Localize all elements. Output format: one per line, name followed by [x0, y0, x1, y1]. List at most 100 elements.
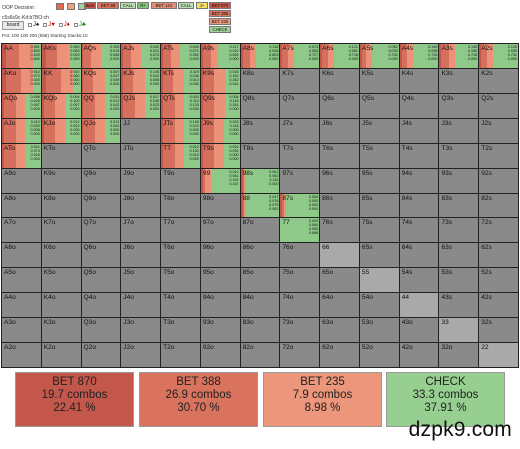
- hand-cell-72o[interactable]: 72o: [280, 343, 320, 367]
- hand-cell-62o[interactable]: 62o: [320, 343, 359, 367]
- hand-cell-q9s[interactable]: Q9s 0.054 0.118 0.261 0.000: [200, 93, 240, 118]
- summary-bet-870[interactable]: BET 870 19.7 combos 22.41 %: [15, 372, 134, 427]
- hand-cell-44[interactable]: 44: [399, 293, 439, 318]
- hand-cell-32o[interactable]: 32o: [439, 343, 479, 367]
- hand-cell-64s[interactable]: 64s: [399, 243, 439, 268]
- hand-cell-kqs[interactable]: KQs 0.007 0.047 0.039 0.000: [81, 68, 121, 93]
- summary-bet-388[interactable]: BET 388 26.9 combos 30.70 %: [139, 372, 258, 427]
- hand-cell-62s[interactable]: 62s: [479, 243, 518, 268]
- hand-cell-q5s[interactable]: Q5s: [359, 93, 399, 118]
- hand-cell-75o[interactable]: 75o: [280, 268, 320, 293]
- hand-cell-q8s[interactable]: Q8s: [240, 93, 280, 118]
- hand-cell-92o[interactable]: 92o: [200, 343, 240, 367]
- hand-cell-j8o[interactable]: J8o: [121, 193, 161, 218]
- hand-cell-tt[interactable]: TT 0.012 0.100 0.015 0.000: [161, 143, 200, 168]
- hand-cell-j9s[interactable]: J9s 0.023 0.118 0.009 0.000: [200, 118, 240, 143]
- hand-cell-88[interactable]: 88 0.047 0.076 0.079 0.061: [240, 193, 280, 218]
- hand-cell-a5s[interactable]: A5s 0.062 0.039 0.700 0.000: [359, 44, 399, 68]
- hand-cell-66[interactable]: 66: [320, 243, 359, 268]
- hand-cell-j2o[interactable]: J2o: [121, 343, 161, 367]
- hand-cell-ako[interactable]: AKo 0.910 0.070 0.020 0.000: [2, 68, 41, 93]
- hand-cell-t2o[interactable]: T2o: [161, 343, 200, 367]
- action-tab-check[interactable]: CHECK: [209, 26, 231, 33]
- hand-cell-52o[interactable]: 52o: [359, 343, 399, 367]
- hand-cell-j5o[interactable]: J5o: [121, 268, 161, 293]
- hand-cell-k5s[interactable]: K5s: [359, 68, 399, 93]
- hand-cell-t3o[interactable]: T3o: [161, 318, 200, 343]
- hand-cell-77[interactable]: 77 0.000 0.060 0.000 0.898: [280, 218, 320, 243]
- hand-cell-kk[interactable]: KK 0.920 0.080 0.050 0.000: [41, 68, 81, 93]
- hand-cell-94s[interactable]: 94s: [399, 168, 439, 193]
- hand-cell-84o[interactable]: 84o: [240, 293, 280, 318]
- hand-cell-k3s[interactable]: K3s: [439, 68, 479, 93]
- hand-cell-k3o[interactable]: K3o: [41, 318, 81, 343]
- hand-cell-aa[interactable]: AA 0.951 0.500 0.100 0.500: [2, 44, 41, 68]
- hand-cell-aks[interactable]: AKs 0.950 0.083 0.003 0.059: [41, 44, 81, 68]
- hand-cell-t6s[interactable]: T6s: [320, 143, 359, 168]
- hand-cell-ajo[interactable]: AJo 0.110 0.020 0.008 0.000: [2, 118, 41, 143]
- hand-cell-73s[interactable]: 73s: [439, 218, 479, 243]
- hand-cell-q7o[interactable]: Q7o: [81, 218, 121, 243]
- hand-cell-92s[interactable]: 92s: [479, 168, 518, 193]
- hand-cell-j3s[interactable]: J3s: [439, 118, 479, 143]
- hand-cell-k6o[interactable]: K6o: [41, 243, 81, 268]
- hand-cell-43s[interactable]: 43s: [439, 293, 479, 318]
- hand-cell-74o[interactable]: 74o: [280, 293, 320, 318]
- hand-cell-a6s[interactable]: A6s 0.121 0.061 0.718 0.000: [320, 44, 359, 68]
- hand-cell-52s[interactable]: 52s: [479, 268, 518, 293]
- action-tab-bet-870[interactable]: BET 870: [209, 2, 231, 9]
- hand-cell-t7o[interactable]: T7o: [161, 218, 200, 243]
- hand-cell-j7s[interactable]: J7s: [280, 118, 320, 143]
- action-tab-jam[interactable]: J+: [196, 2, 208, 9]
- hand-cell-55[interactable]: 55: [359, 268, 399, 293]
- hand-cell-93s[interactable]: 93s: [439, 168, 479, 193]
- hand-cell-63s[interactable]: 63s: [439, 243, 479, 268]
- hand-cell-95o[interactable]: 95o: [200, 268, 240, 293]
- hand-cell-73o[interactable]: 73o: [280, 318, 320, 343]
- hand-cell-t3s[interactable]: T3s: [439, 143, 479, 168]
- hand-cell-76s[interactable]: 76s: [320, 218, 359, 243]
- hand-cell-k9s[interactable]: K9s 0.018 0.162 0.262 0.041: [200, 68, 240, 93]
- suit-filter-spades[interactable]: J♠: [28, 22, 39, 28]
- suit-filter-clubs[interactable]: J♣: [73, 22, 86, 28]
- action-tab-bet-388[interactable]: BET 388: [209, 10, 231, 17]
- hand-cell-aqs[interactable]: AQs 0.105 0.019 0.066 0.000: [81, 44, 121, 68]
- hand-cell-j5s[interactable]: J5s: [359, 118, 399, 143]
- hand-cell-a6o[interactable]: A6o: [2, 243, 41, 268]
- hand-cell-qq[interactable]: QQ 0.011 0.012 0.042 0.000: [81, 93, 121, 118]
- hand-cell-a2s[interactable]: A2s 0.135 0.035 0.731 0.000: [479, 44, 518, 68]
- hand-cell-74s[interactable]: 74s: [399, 218, 439, 243]
- hand-cell-j6o[interactable]: J6o: [121, 243, 161, 268]
- hand-cell-a8s[interactable]: A8s 0.115 0.006 0.803 0.000: [240, 44, 280, 68]
- hand-cell-ajs[interactable]: AJs 0.042 0.021 0.074 0.000: [121, 44, 161, 68]
- hand-cell-k9o[interactable]: K9o: [41, 168, 81, 193]
- hand-cell-a2o[interactable]: A2o: [2, 343, 41, 367]
- hand-cell-65o[interactable]: 65o: [320, 268, 359, 293]
- hand-cell-j8s[interactable]: J8s: [240, 118, 280, 143]
- hand-cell-87s[interactable]: 87s 0.000 0.000 0.000 0.000: [280, 193, 320, 218]
- hand-cell-k4s[interactable]: K4s: [399, 68, 439, 93]
- hand-cell-q6o[interactable]: Q6o: [81, 243, 121, 268]
- hand-cell-97s[interactable]: 97s: [280, 168, 320, 193]
- hand-cell-a3o[interactable]: A3o: [2, 318, 41, 343]
- hand-cell-a7o[interactable]: A7o: [2, 218, 41, 243]
- hand-cell-85s[interactable]: 85s: [359, 193, 399, 218]
- hand-cell-83s[interactable]: 83s: [439, 193, 479, 218]
- hand-cell-53s[interactable]: 53s: [439, 268, 479, 293]
- hand-cell-j6s[interactable]: J6s: [320, 118, 359, 143]
- hand-cell-q2s[interactable]: Q2s: [479, 93, 518, 118]
- hand-cell-98o[interactable]: 98o: [200, 193, 240, 218]
- action-tab-bext[interactable]: Bext: [84, 2, 96, 9]
- hand-cell-k5o[interactable]: K5o: [41, 268, 81, 293]
- hand-cell-q4s[interactable]: Q4s: [399, 93, 439, 118]
- hand-cell-q3s[interactable]: Q3s: [439, 93, 479, 118]
- hand-cell-t5o[interactable]: T5o: [161, 268, 200, 293]
- hand-cell-72s[interactable]: 72s: [479, 218, 518, 243]
- hand-cell-a9s[interactable]: A9s 0.117 0.210 0.694 0.000: [200, 44, 240, 68]
- hand-cell-t2s[interactable]: T2s: [479, 143, 518, 168]
- hand-cell-kjs[interactable]: KJs 0.106 0.042 0.008 0.000: [121, 68, 161, 93]
- hand-cell-64o[interactable]: 64o: [320, 293, 359, 318]
- hand-cell-32s[interactable]: 32s: [479, 318, 518, 343]
- hand-cell-54s[interactable]: 54s: [399, 268, 439, 293]
- hand-cell-96o[interactable]: 96o: [200, 243, 240, 268]
